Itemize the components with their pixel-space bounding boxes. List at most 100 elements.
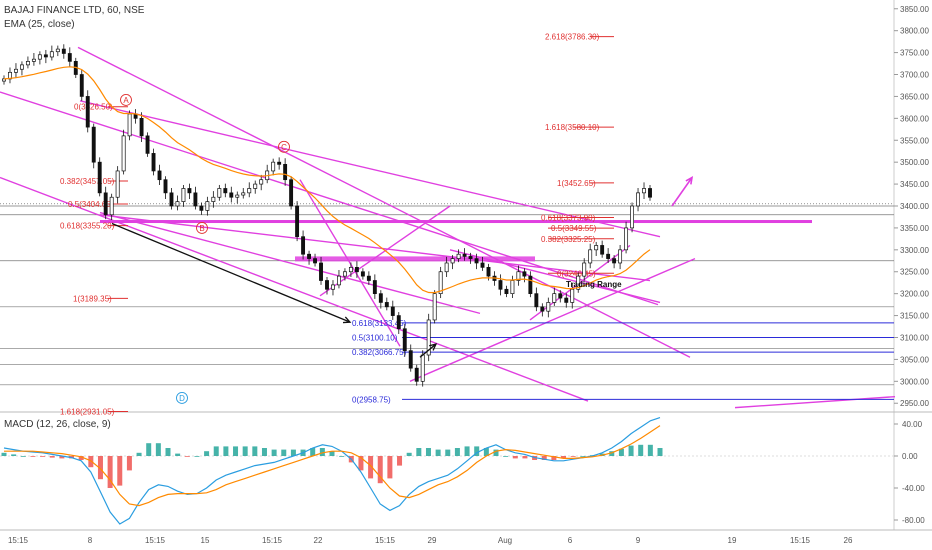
macd-tick-label: -40.00 — [902, 484, 925, 493]
price-tick-label: 3000.00 — [900, 377, 929, 386]
candle-body — [49, 51, 54, 58]
macd-histogram-bar — [11, 454, 17, 456]
macd-histogram-bar — [213, 446, 219, 456]
candle-body — [169, 192, 174, 207]
price-tick-label: 3150.00 — [900, 312, 929, 321]
candle-body — [570, 288, 575, 303]
candle-body — [450, 258, 455, 264]
candle-body — [510, 280, 515, 295]
trendline — [0, 176, 589, 402]
candle-body — [618, 249, 623, 264]
macd-tick-label: -80.00 — [902, 516, 925, 525]
candle-body — [319, 262, 323, 281]
macd-histogram-bar — [618, 448, 624, 456]
price-tick-label: 3500.00 — [900, 158, 929, 167]
trendline — [99, 214, 651, 282]
macd-histogram-bar — [387, 456, 393, 479]
price-tick-label: 3350.00 — [900, 224, 929, 233]
macd-histogram-bar — [638, 444, 644, 456]
time-tick-label: 19 — [728, 536, 737, 545]
candle-body — [253, 183, 258, 189]
fib-label-red: 1.618(2931.05) — [60, 408, 115, 417]
projection-arrow — [111, 222, 351, 323]
candle-body — [582, 262, 587, 277]
fib-label-red: 0.382(3457.05) — [60, 177, 115, 186]
wave-label: A — [123, 96, 129, 105]
macd-histogram-bar — [281, 449, 287, 456]
candle-body — [630, 205, 635, 229]
candle-body — [354, 267, 359, 273]
wave-label: C — [281, 143, 287, 152]
candle-body — [378, 293, 383, 303]
wave-label: B — [199, 224, 204, 233]
fib-label-red: 1(3452.65) — [557, 179, 596, 188]
candle-body — [19, 64, 24, 70]
candle-body — [199, 205, 204, 211]
macd-line — [3, 417, 661, 525]
candle-body — [576, 275, 581, 290]
macd-histogram-bar — [493, 449, 499, 456]
signal-line — [4, 425, 661, 507]
trendline — [0, 91, 659, 306]
fib-label-red: 0.5(3404.65) — [68, 200, 114, 209]
time-tick-label: 26 — [844, 536, 853, 545]
candle-body — [109, 196, 114, 216]
macd-histogram-bar — [435, 449, 441, 456]
candle-body — [79, 74, 84, 97]
macd-histogram-bar — [406, 452, 412, 456]
trading-range-label: Trading Range — [566, 280, 622, 289]
candle-body — [432, 293, 437, 321]
price-tick-label: 3450.00 — [900, 180, 929, 189]
candle-body — [342, 271, 347, 277]
candle-body — [121, 135, 126, 172]
macd-histogram-bar — [628, 445, 634, 456]
price-tick-label: 3850.00 — [900, 5, 929, 14]
macd-histogram-bar — [252, 446, 258, 456]
candle-body — [307, 253, 312, 259]
candle-body — [486, 267, 491, 277]
price-tick-label: 3050.00 — [900, 355, 929, 364]
candle-body — [480, 262, 485, 268]
time-tick-label: 15:15 — [790, 536, 811, 545]
candle-body — [648, 188, 652, 198]
candle-body — [600, 245, 605, 255]
macd-histogram-bar — [271, 449, 277, 456]
fib-label-red: 1(3189.35) — [73, 294, 112, 303]
candle-body — [145, 135, 150, 154]
candle-body — [624, 227, 629, 251]
candle-body — [55, 48, 60, 53]
fib-label-red: 0(3626.50) — [74, 103, 113, 112]
macd-histogram-bar — [464, 446, 470, 456]
macd-histogram-bar — [97, 456, 103, 480]
macd-histogram-bar — [175, 453, 181, 456]
macd-histogram-bar — [454, 448, 460, 456]
projection-arrow-head — [342, 316, 352, 324]
candle-body — [14, 68, 18, 73]
time-tick-label: 15:15 — [145, 536, 166, 545]
price-tick-label: 3750.00 — [900, 49, 929, 58]
candle-body — [289, 179, 294, 207]
macd-histogram-bar — [40, 456, 46, 457]
candle-body — [241, 192, 246, 196]
candle-body — [438, 271, 443, 295]
candle-body — [534, 293, 539, 308]
wave-label-circle — [278, 140, 290, 153]
candle-body — [594, 245, 599, 251]
macd-histogram-bar — [483, 448, 489, 456]
candle-body — [552, 293, 557, 303]
macd-histogram-bar — [30, 456, 36, 457]
macd-histogram-bar — [107, 456, 113, 488]
macd-histogram-bar — [233, 446, 239, 456]
time-tick-label: Aug — [498, 536, 512, 545]
candle-body — [211, 196, 216, 202]
candle-body — [540, 306, 545, 312]
fib-label-blue: 0.5(3100.10) — [352, 333, 398, 342]
macd-histogram-bar — [339, 456, 345, 457]
time-tick-label: 22 — [314, 536, 323, 545]
time-tick-label: 29 — [428, 536, 437, 545]
candle-body — [85, 96, 90, 128]
macd-histogram-bar — [155, 443, 161, 456]
macd-histogram-bar — [136, 452, 142, 456]
candle-body — [456, 253, 461, 259]
